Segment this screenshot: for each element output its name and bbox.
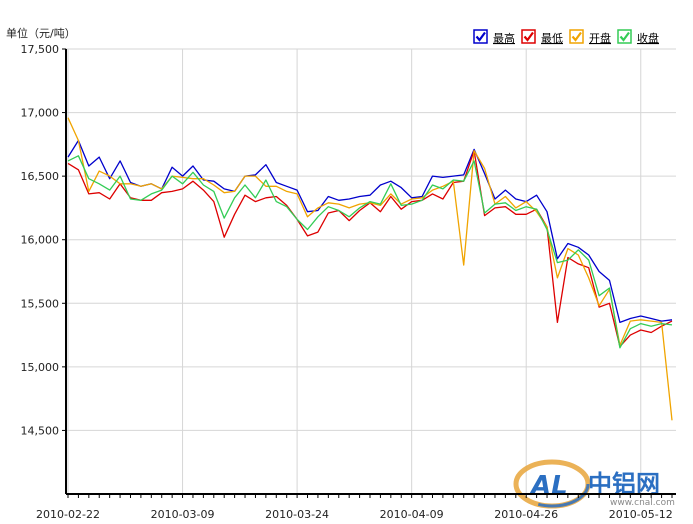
legend-label: 开盘: [589, 31, 611, 45]
x-tick-label: 2010-04-26: [494, 508, 558, 521]
legend-checkbox[interactable]: [617, 29, 632, 44]
legend-item-4[interactable]: 收盘: [617, 29, 659, 45]
check-icon: [619, 31, 630, 42]
legend-checkbox[interactable]: [473, 29, 488, 44]
legend-checkbox[interactable]: [569, 29, 584, 44]
series-layer: [67, 117, 673, 421]
logo-site: www.cnal.com: [610, 498, 675, 508]
check-icon: [571, 31, 582, 42]
check-icon: [475, 31, 486, 42]
legend-label: 最高: [493, 31, 515, 45]
legend-checkbox[interactable]: [521, 29, 536, 44]
x-tick-label: 2010-02-22: [36, 508, 100, 521]
x-tick-label: 2010-04-09: [380, 508, 444, 521]
legend-label: 收盘: [637, 31, 659, 45]
legend: 最高 最低 开盘 收盘: [473, 29, 659, 45]
y-tick-label: 16,000: [21, 234, 60, 247]
x-tick-label: 2010-03-09: [151, 508, 215, 521]
y-tick-label: 17,000: [21, 107, 60, 120]
x-tick-label: 2010-03-24: [265, 508, 329, 521]
legend-label: 最低: [541, 32, 563, 45]
series-line-4: [67, 155, 673, 349]
series-line-1: [67, 139, 673, 324]
check-icon: [523, 31, 534, 42]
grid-layer: [66, 48, 676, 494]
cnal-logo: AL 中铝网 www.cnal.com: [513, 459, 675, 509]
unit-label: 单位（元/吨）: [6, 26, 76, 40]
y-tick-label: 15,000: [21, 361, 60, 374]
series-line-2: [67, 150, 673, 348]
y-tick-label: 16,500: [21, 170, 60, 183]
y-tick-label: 15,500: [21, 297, 60, 310]
legend-item-1[interactable]: 最高: [473, 29, 515, 45]
axis-layer: 14,500 15,000 15,500 16,000 16,500 17,000 17,5…: [21, 43, 676, 521]
y-tick-label: 17,500: [21, 43, 60, 56]
legend-item-3[interactable]: 开盘: [569, 29, 611, 45]
legend-item-2[interactable]: 最低: [521, 29, 563, 45]
logo-mark: AL: [529, 471, 568, 501]
x-tick-label: 2010-05-12: [609, 508, 673, 521]
series-line-3: [67, 117, 673, 421]
y-tick-label: 14,500: [21, 424, 60, 437]
